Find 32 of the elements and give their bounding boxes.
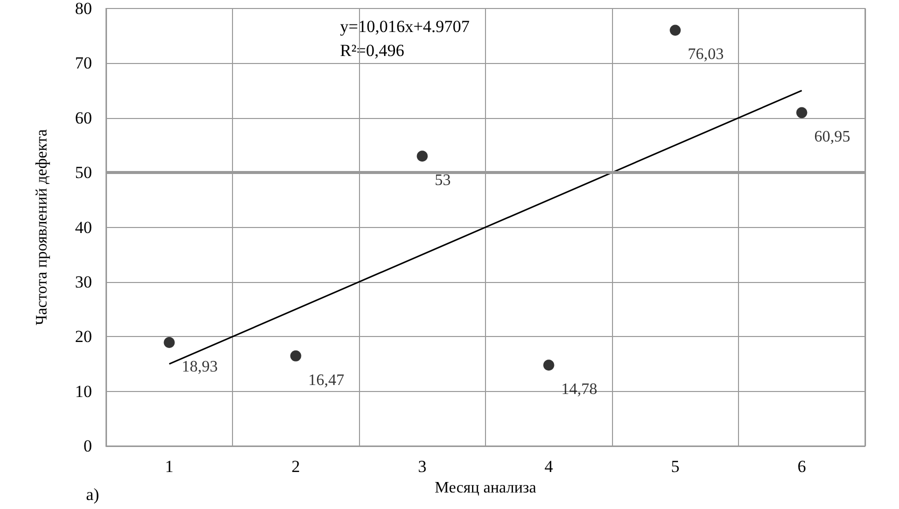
y-tick-label: 60	[75, 108, 92, 128]
point	[416, 150, 428, 162]
y-tick-label: 80	[75, 0, 92, 18]
y-tick-label: 10	[75, 382, 92, 401]
y-tick-label: 0	[84, 436, 92, 456]
x-tick-label: 6	[798, 457, 806, 476]
text: а)	[86, 485, 100, 504]
y-tick-label: 30	[75, 272, 92, 292]
point	[164, 336, 175, 348]
data-label: 14,78	[561, 381, 598, 398]
data-label: 76,03	[688, 46, 724, 64]
y-tick-label: 40	[75, 218, 92, 237]
x-tick-label: 3	[418, 457, 426, 476]
x-tick-label: 5	[671, 457, 680, 476]
x-tick-label: 1	[165, 457, 174, 476]
data-label: 60,95	[814, 128, 850, 146]
point	[670, 24, 681, 36]
y-tick-label: 70	[75, 54, 92, 73]
x-axis-title: Месяц анализа	[434, 480, 536, 496]
data-label: 16,47	[308, 372, 344, 389]
x-tick-label: 2	[292, 457, 300, 476]
x-tick-label: 4	[544, 457, 554, 476]
y-tick-label: 20	[75, 327, 92, 346]
annotation: y=10,016x+4.9707	[340, 17, 470, 36]
annotation: R²=0,496	[340, 41, 404, 60]
point	[543, 360, 554, 371]
point	[796, 107, 808, 118]
y-tick-label: 50	[75, 163, 92, 182]
data-label: 53	[434, 172, 451, 190]
point	[290, 350, 302, 362]
y-axis-title: Частота проявлений дефекта	[34, 129, 50, 326]
data-label: 18,93	[182, 358, 218, 376]
